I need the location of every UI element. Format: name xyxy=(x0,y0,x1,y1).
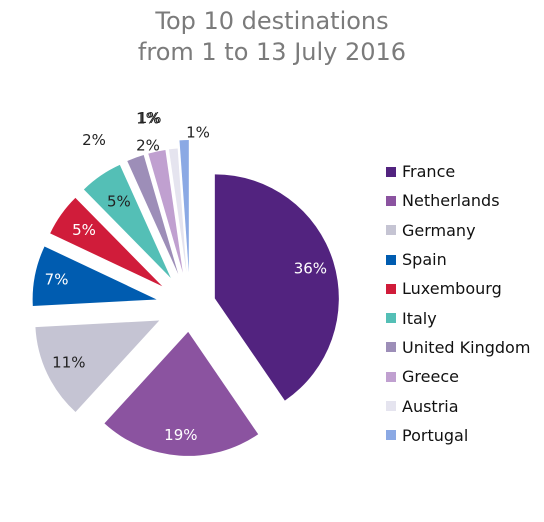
data-label-italy: 5% xyxy=(107,193,131,211)
legend-label: United Kingdom xyxy=(402,337,531,357)
pie-slice-france xyxy=(214,174,339,401)
legend-swatch xyxy=(386,313,396,324)
legend-item-portugal: Portugal xyxy=(386,421,530,450)
data-label-spain: 7% xyxy=(45,270,69,288)
legend-item-united-kingdom: United Kingdom xyxy=(386,333,530,362)
legend-item-greece: Greece xyxy=(386,362,530,391)
legend-label: France xyxy=(402,162,456,182)
legend-label: Luxembourg xyxy=(402,279,502,299)
data-label-luxembourg: 5% xyxy=(72,221,96,239)
legend-label: Spain xyxy=(402,250,447,270)
legend-swatch xyxy=(386,430,396,441)
legend-swatch xyxy=(386,371,396,382)
chart-title-line-1: Top 10 destinations xyxy=(155,7,389,35)
pie-slice-portugal xyxy=(179,140,189,273)
legend-swatch xyxy=(386,225,396,236)
chart-title: Top 10 destinations from 1 to 13 July 20… xyxy=(0,6,544,68)
legend-label: Austria xyxy=(402,396,459,416)
pie-slice-united-kingdom xyxy=(127,155,179,275)
data-label-greece: 1% xyxy=(138,109,162,127)
chart-title-line-2: from 1 to 13 July 2016 xyxy=(137,38,407,66)
legend-swatch xyxy=(386,166,396,177)
legend-label: Portugal xyxy=(402,425,469,445)
legend-label: Greece xyxy=(402,367,459,387)
legend-swatch xyxy=(386,401,396,412)
data-label-extra-1: 1% xyxy=(186,124,210,142)
pie-slice-spain xyxy=(32,246,157,307)
pie-slice-netherlands xyxy=(104,331,259,456)
data-label-united-kingdom: 2% xyxy=(82,131,106,149)
legend-item-germany: Germany xyxy=(386,216,530,245)
data-label-netherlands: 19% xyxy=(164,426,197,444)
pie-slice-italy xyxy=(83,164,171,278)
pie-slice-luxembourg xyxy=(50,197,163,287)
pie-slice-germany xyxy=(35,320,160,412)
legend-swatch xyxy=(386,254,396,265)
data-label-austria: 1% xyxy=(136,109,160,127)
legend: France Netherlands Germany Spain Luxembo… xyxy=(386,157,530,450)
legend-item-italy: Italy xyxy=(386,303,530,332)
legend-swatch xyxy=(386,342,396,353)
data-label-germany: 11% xyxy=(52,354,85,372)
legend-swatch xyxy=(386,283,396,294)
legend-item-spain: Spain xyxy=(386,245,530,274)
legend-item-luxembourg: Luxembourg xyxy=(386,274,530,303)
legend-label: Netherlands xyxy=(402,191,500,211)
legend-label: Italy xyxy=(402,308,437,328)
legend-item-austria: Austria xyxy=(386,391,530,420)
legend-item-france: France xyxy=(386,157,530,186)
legend-swatch xyxy=(386,195,396,206)
data-label-extra-0: 2% xyxy=(136,137,160,155)
legend-item-netherlands: Netherlands xyxy=(386,186,530,215)
legend-label: Germany xyxy=(402,220,476,240)
pie-slice-austria xyxy=(168,148,187,273)
pie-slice-greece xyxy=(148,149,183,273)
data-label-france: 36% xyxy=(294,259,327,277)
